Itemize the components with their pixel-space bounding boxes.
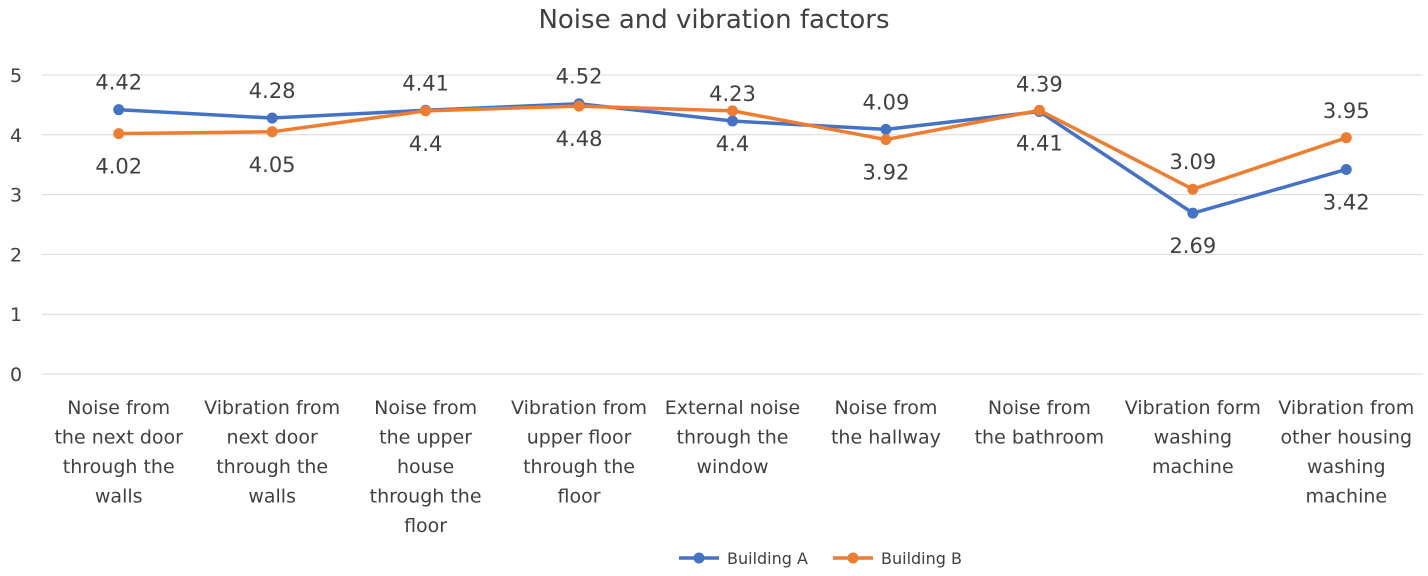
x-category-line: walls xyxy=(95,486,143,508)
x-category-line: through the xyxy=(216,456,328,478)
x-category-line: machine xyxy=(1305,486,1387,508)
data-point xyxy=(727,105,738,117)
data-point xyxy=(573,100,585,112)
data-label: 2.69 xyxy=(1169,234,1216,258)
x-category-line: through the xyxy=(63,456,175,478)
legend-label: Building B xyxy=(881,549,962,568)
x-category-line: Vibration form xyxy=(1125,397,1261,419)
data-label: 4.52 xyxy=(556,65,603,89)
data-label: 4.09 xyxy=(863,90,910,114)
data-label: 3.92 xyxy=(863,161,910,185)
data-label: 4.41 xyxy=(1016,131,1063,155)
x-category-line: other housing xyxy=(1280,427,1412,449)
data-point xyxy=(727,115,738,127)
data-label: 4.02 xyxy=(95,155,142,179)
x-category-label: External noise through the window xyxy=(665,397,800,478)
data-point xyxy=(113,128,125,140)
x-category-line: machine xyxy=(1152,456,1234,478)
x-category-line: floor xyxy=(558,486,601,508)
x-category-line: the upper xyxy=(379,427,472,449)
x-category-line: the bathroom xyxy=(975,427,1105,449)
x-category-line: Vibration from xyxy=(511,397,647,419)
data-label: 4.41 xyxy=(402,71,449,95)
x-category-line: Noise from xyxy=(988,397,1091,419)
x-category-line: upper floor xyxy=(527,427,632,449)
y-tick-label: 1 xyxy=(10,304,22,326)
data-point xyxy=(1340,132,1352,144)
x-category-line: window xyxy=(696,456,768,478)
data-point xyxy=(1033,104,1045,116)
data-label: 4.48 xyxy=(556,127,603,151)
data-label: 4.4 xyxy=(716,132,749,156)
y-tick-label: 2 xyxy=(10,244,22,266)
x-category-label: Vibration from other housing washing machin… xyxy=(1278,397,1414,508)
data-label: 4.42 xyxy=(95,71,142,95)
data-label: 3.95 xyxy=(1323,99,1370,123)
legend-label: Building A xyxy=(727,549,808,568)
data-point xyxy=(880,123,892,135)
x-category-line: washing xyxy=(1154,427,1233,449)
x-category-line: next door xyxy=(227,427,318,449)
data-point xyxy=(1187,183,1199,195)
data-point xyxy=(420,105,432,117)
data-point xyxy=(1340,163,1352,175)
y-tick-label: 0 xyxy=(10,364,22,386)
x-category-line: the hallway xyxy=(831,427,941,449)
legend-marker xyxy=(693,552,705,564)
chart-title: Noise and vibration factors xyxy=(538,5,889,35)
x-category-line: through the xyxy=(370,486,482,508)
x-category-label: Vibration from upper floor through the floo… xyxy=(511,397,647,508)
series-lines xyxy=(113,98,1352,219)
x-category-label: Noise from the hallway xyxy=(831,397,941,449)
x-category-line: External noise xyxy=(665,397,800,419)
x-category-line: Vibration from xyxy=(204,397,340,419)
x-category-line: floor xyxy=(404,515,447,537)
x-category-line: washing xyxy=(1307,456,1386,478)
x-category-line: house xyxy=(397,456,454,478)
data-label: 3.09 xyxy=(1169,150,1216,174)
x-category-line: Noise from xyxy=(374,397,477,419)
x-category-line: through the xyxy=(523,456,635,478)
x-category-line: Noise from xyxy=(834,397,937,419)
legend: Building A Building B xyxy=(679,549,962,568)
legend-marker xyxy=(847,552,859,564)
x-category-label: Noise from the upper house through the floor xyxy=(370,397,482,537)
data-point xyxy=(880,134,892,146)
y-axis-ticks: 0 1 2 3 4 5 xyxy=(10,65,22,386)
data-label: 4.4 xyxy=(409,132,442,156)
x-category-line: walls xyxy=(248,486,296,508)
x-category-label: Noise from the next door through the walls xyxy=(54,397,183,508)
y-tick-label: 3 xyxy=(10,185,22,207)
y-tick-label: 5 xyxy=(10,65,22,87)
x-axis-categories: Noise from the next door through the wallsV… xyxy=(54,397,1414,537)
data-label: 3.42 xyxy=(1323,190,1370,214)
x-category-label: Vibration form washing machine xyxy=(1125,397,1261,478)
data-label: 4.28 xyxy=(249,79,296,103)
data-labels: 4.42 4.28 4.41 4.52 4.23 4.09 4.39 2.69 3.42 4.02… xyxy=(95,65,1369,258)
data-point xyxy=(113,104,125,116)
x-category-line: Noise from xyxy=(67,397,170,419)
data-label: 4.39 xyxy=(1016,72,1063,96)
y-tick-label: 4 xyxy=(10,125,22,147)
x-category-line: the next door xyxy=(54,427,183,449)
data-label: 4.23 xyxy=(709,82,756,106)
data-point xyxy=(266,112,278,124)
x-category-line: through the xyxy=(677,427,789,449)
x-category-label: Vibration from next door through the walls xyxy=(204,397,340,508)
data-point xyxy=(1187,207,1199,219)
x-category-line: Vibration from xyxy=(1278,397,1414,419)
x-category-label: Noise from the bathroom xyxy=(975,397,1105,449)
data-point xyxy=(266,126,278,138)
data-label: 4.05 xyxy=(249,153,296,177)
